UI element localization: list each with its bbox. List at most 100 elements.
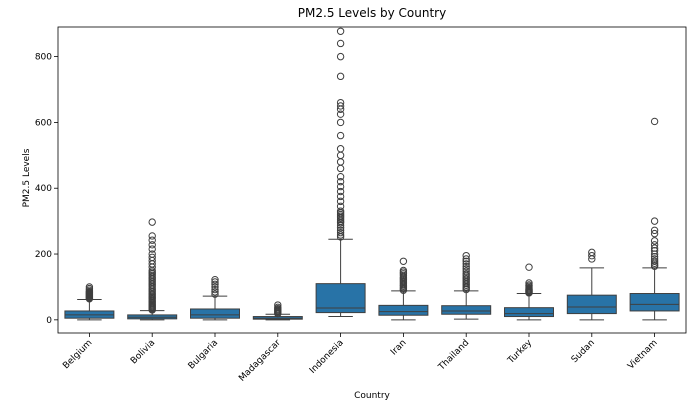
outlier-point [650,255,659,263]
outlier-point [336,27,345,35]
outlier-point [336,197,345,206]
y-tick-label: 600 [35,118,52,128]
y-tick-label: 0 [46,316,52,326]
outlier-point [211,285,219,294]
outlier-point [211,290,219,298]
x-tick-label: Thailand [436,338,471,373]
outlier-point [588,248,596,257]
outlier-point [462,265,470,273]
outlier-point [274,301,282,309]
outlier-point [148,236,156,244]
box-belgium [64,283,115,321]
box-turkey [504,263,554,321]
outlier-point [462,257,470,265]
outlier-point [336,118,345,127]
outlier-point [148,218,156,226]
box-indonesia [315,27,366,318]
outlier-point [462,270,470,278]
iqr-box [441,305,492,315]
outlier-point [211,280,219,289]
outlier-point [336,221,345,229]
outlier-point [336,102,345,110]
box-bolivia [127,218,178,321]
outlier-point [148,253,156,262]
outlier-point [650,241,659,249]
outlier-point [525,279,533,287]
iqr-box [378,304,429,316]
outlier-point [462,255,470,263]
outlier-point [211,288,219,296]
outlier-point [336,72,345,81]
x-tick-label: Vietnam [626,338,660,372]
chart-title: PM2.5 Levels by Country [298,6,446,20]
box-bulgaria [190,275,240,321]
x-tick-label: Turkey [506,338,535,367]
outlier-point [650,117,659,126]
outlier-point [336,173,345,181]
outlier-point [336,39,345,48]
box-madagascar [252,301,303,321]
x-tick-label: Bulgaria [187,338,220,371]
x-tick-label: Indonesia [308,338,346,376]
outlier-point [336,145,345,153]
plot-frame [57,26,687,334]
outlier-point [525,281,533,289]
y-axis-label: PM2.5 Levels [22,148,32,207]
outlier-point [336,131,345,140]
outlier-point [336,192,345,201]
outlier-point [588,251,596,260]
outlier-point [274,303,282,312]
outlier-point [336,110,345,118]
outlier-point [462,251,470,260]
outlier-point [336,207,345,215]
y-tick-label: 800 [35,53,52,63]
outlier-point [336,231,345,239]
outlier-point [336,226,345,235]
outlier-point [211,275,219,284]
outlier-point [650,257,659,265]
box-thailand [441,251,492,320]
x-tick-label: Belgium [61,338,94,371]
outlier-point [650,217,659,225]
outlier-point [399,266,408,275]
outlier-point [148,232,156,240]
box-vietnam [629,117,680,321]
outlier-point [336,52,345,61]
outlier-point [148,250,156,258]
outlier-point [462,267,470,275]
outlier-point [650,226,659,235]
outlier-point [148,245,156,253]
outlier-point [462,262,470,271]
iqr-box [566,294,617,315]
x-tick-label: Madagascar [237,338,283,384]
outlier-point [85,283,94,291]
outlier-point [336,182,345,191]
iqr-box [190,308,240,319]
outlier-point [462,260,470,268]
y-tick-label: 400 [35,184,52,194]
outlier-point [336,164,345,173]
iqr-box [629,293,680,312]
outlier-point [336,98,345,107]
outlier-point [148,241,156,249]
outlier-point [525,263,533,271]
iqr-box [504,307,554,318]
x-tick-label: Sudan [570,338,597,365]
outlier-point [336,177,345,186]
outlier-point [336,151,345,160]
outlier-point [336,202,345,211]
outlier-point [211,283,219,291]
outlier-point [336,228,345,237]
outlier-point [211,278,219,286]
outlier-point [650,229,659,238]
x-axis-label: Country [354,391,390,401]
outlier-point [336,158,345,166]
outlier-point [650,237,659,245]
x-tick-label: Bolivia [129,338,157,366]
outlier-point [650,244,659,252]
y-tick-label: 200 [35,250,52,260]
outlier-point [336,187,345,196]
box-sudan [566,248,617,321]
box-iran [378,257,429,321]
